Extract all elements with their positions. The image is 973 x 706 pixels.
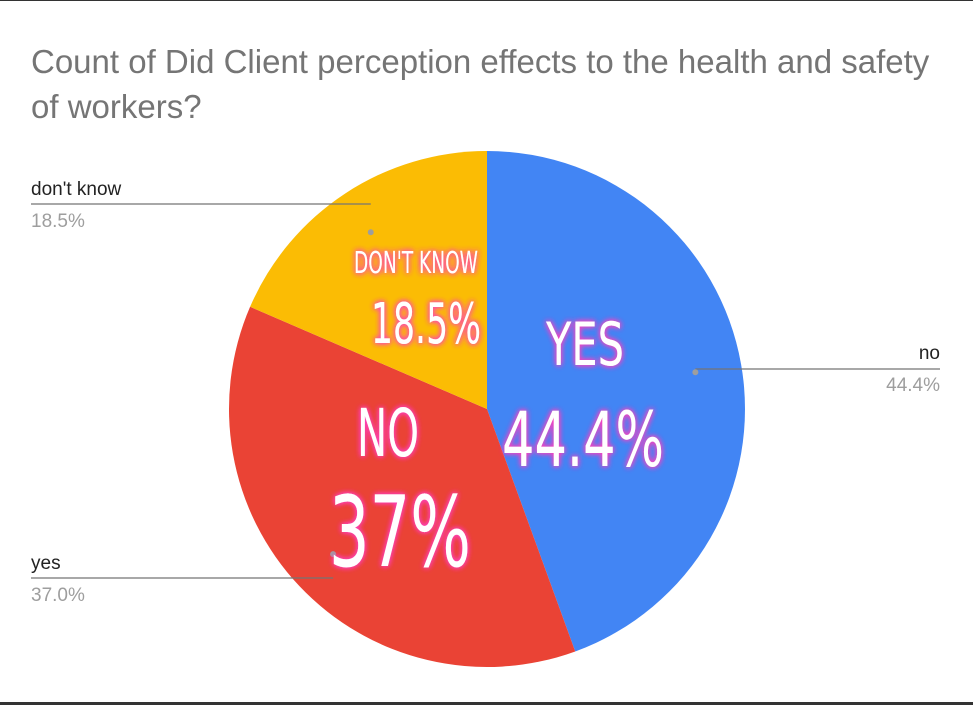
pie-slice-no[interactable] (487, 151, 745, 652)
chart-title: Count of Did Client perception effects t… (31, 43, 930, 125)
pie-slice-yes[interactable] (228, 306, 576, 667)
overlay-value-yes: 44.4% (502, 395, 664, 484)
overlay-label-no: NO (357, 395, 419, 472)
callout-pct-no: 44.4% (886, 375, 940, 396)
callout-name-yes: yes (31, 553, 61, 574)
callout-name-no: no (919, 343, 940, 364)
callout-pct-yes: 37.0% (31, 585, 85, 606)
callout-dot-yes (330, 551, 337, 558)
overlay-labels: YES 44.4% NO 37% DON'T KNOW 18.5% (329, 246, 664, 590)
callout-lines (31, 203, 940, 579)
overlay-value-dont-know: 18.5% (371, 292, 481, 357)
overlay-label-dont-know: DON'T KNOW (354, 246, 478, 281)
callout-dot-dont-know (367, 229, 374, 236)
callout-name-dont-know: don't know (31, 179, 122, 200)
callout-pct-dont-know: 18.5% (31, 211, 85, 232)
pie-slice-dont-know[interactable] (250, 150, 487, 409)
callout-dot-no (692, 369, 699, 376)
pie-slices (228, 150, 745, 667)
overlay-value-no: 37% (329, 476, 471, 590)
overlay-label-yes: YES (545, 310, 624, 380)
callout-labels: no 44.4% yes 37.0% don't know 18.5% (31, 179, 940, 606)
